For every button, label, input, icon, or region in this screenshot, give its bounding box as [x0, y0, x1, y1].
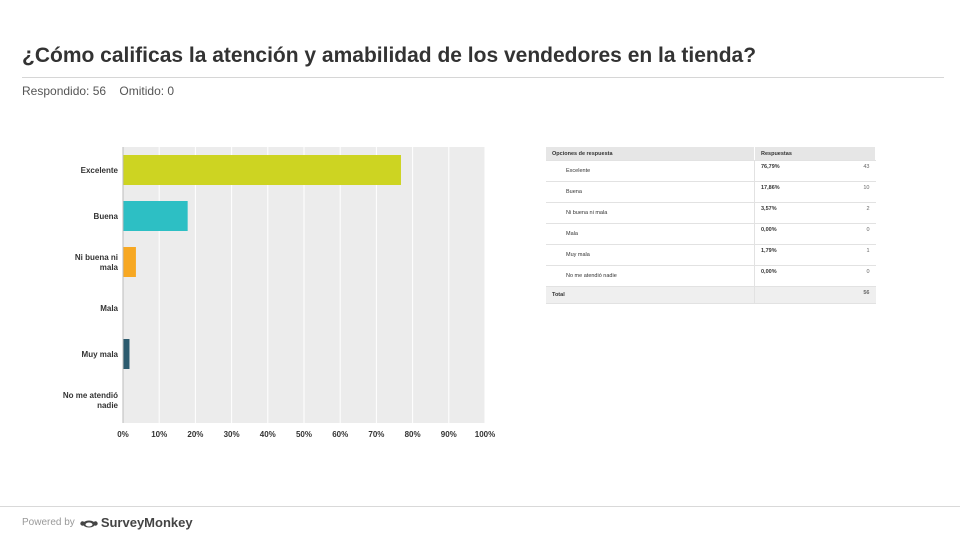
bar-1: [123, 201, 188, 231]
x-tick-label: 60%: [332, 430, 348, 439]
x-tick-label: 20%: [187, 430, 203, 439]
skipped-count: Omitido: 0: [119, 84, 175, 98]
table-row: Ni buena ni mala 3,57% 2: [546, 202, 876, 224]
brand-name: SurveyMonkey: [100, 515, 193, 530]
bar-2: [123, 247, 136, 277]
table-header-options: Opciones de respuesta: [546, 147, 755, 161]
table-cell-option: Excelente: [546, 160, 755, 182]
table-cell-percent: 76,79%: [754, 160, 837, 182]
table-cell-count: 2: [836, 202, 876, 224]
y-category-label: Excelente: [81, 166, 119, 175]
x-tick-label: 0%: [117, 430, 129, 439]
table-cell-count: 0: [836, 223, 876, 245]
x-tick-label: 90%: [441, 430, 457, 439]
table-cell-percent: 0,00%: [754, 223, 837, 245]
table-cell-count: 0: [836, 265, 876, 287]
total-label: Total: [546, 286, 755, 304]
table-cell-option: Muy mala: [546, 244, 755, 266]
x-tick-label: 10%: [151, 430, 167, 439]
x-tick-label: 40%: [260, 430, 276, 439]
surveymonkey-logo-icon: [80, 520, 98, 527]
bar-0: [123, 155, 401, 185]
table-cell-percent: 0,00%: [754, 265, 837, 287]
table-header-responses: Respuestas: [754, 147, 876, 161]
table-cell-option: Mala: [546, 223, 755, 245]
y-category-label: Buena: [94, 212, 119, 221]
y-category-label: Mala: [100, 304, 118, 313]
table-cell-percent: 17,86%: [754, 181, 837, 203]
table-cell-option: Ni buena ni mala: [546, 202, 755, 224]
table-cell-count: 1: [836, 244, 876, 266]
results-table: Opciones de respuesta Respuestas Excelen…: [546, 147, 876, 304]
y-category-label: No me atendió: [63, 391, 118, 400]
powered-by-label: Powered by: [22, 517, 75, 528]
x-tick-label: 100%: [475, 430, 495, 439]
x-tick-label: 30%: [224, 430, 240, 439]
table-cell-percent: 3,57%: [754, 202, 837, 224]
x-tick-label: 50%: [296, 430, 312, 439]
table-row: Excelente 76,79% 43: [546, 160, 876, 182]
footer: Powered by SurveyMonkey: [22, 515, 193, 530]
x-tick-label: 70%: [368, 430, 384, 439]
total-value: 56: [836, 286, 876, 304]
table-row: No me atendió nadie 0,00% 0: [546, 265, 876, 287]
y-category-label: mala: [100, 263, 119, 272]
table-header-row: Opciones de respuesta Respuestas: [546, 147, 876, 161]
x-tick-label: 80%: [405, 430, 421, 439]
page-title: ¿Cómo calificas la atención y amabilidad…: [22, 44, 757, 67]
y-category-label: Ni buena ni: [75, 253, 118, 262]
table-cell-count: 43: [836, 160, 876, 182]
answered-count: Respondido: 56: [22, 84, 107, 98]
title-divider: [22, 77, 944, 78]
table-cell-count: 10: [836, 181, 876, 203]
bar-chart: 0% 10% 20% 30% 40% 50% 60% 70% 80% 90% 100% Excelen…: [50, 140, 495, 450]
table-cell-percent: 1,79%: [754, 244, 837, 266]
y-category-label: nadie: [97, 401, 118, 410]
footer-divider: [0, 506, 960, 507]
y-category-label: Muy mala: [82, 350, 119, 359]
bar-chart-svg: 0% 10% 20% 30% 40% 50% 60% 70% 80% 90% 100% Excelen…: [63, 147, 495, 439]
surveymonkey-brand[interactable]: SurveyMonkey: [80, 515, 193, 530]
table-row: Muy mala 1,79% 1: [546, 244, 876, 266]
table-row: Buena 17,86% 10: [546, 181, 876, 203]
response-stats: Respondido: 56 Omitido: 0: [22, 84, 184, 98]
table-cell-option: No me atendió nadie: [546, 265, 755, 287]
table-cell-option: Buena: [546, 181, 755, 203]
bar-4: [123, 339, 130, 369]
table-row: Mala 0,00% 0: [546, 223, 876, 245]
table-total-row: Total 56: [546, 286, 876, 304]
